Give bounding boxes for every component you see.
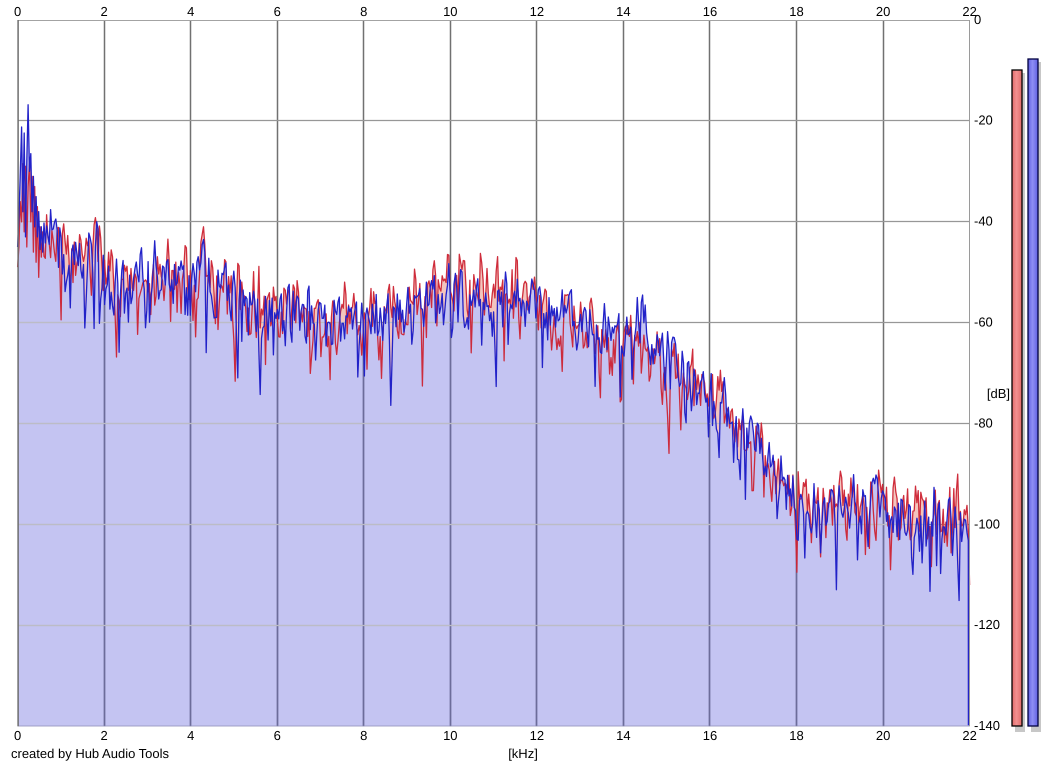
svg-text:-80: -80 xyxy=(974,415,993,430)
svg-text:12: 12 xyxy=(530,728,544,743)
svg-text:4: 4 xyxy=(187,728,194,743)
svg-text:2: 2 xyxy=(100,728,107,743)
svg-text:2: 2 xyxy=(100,4,107,19)
svg-text:-20: -20 xyxy=(974,113,993,128)
svg-text:14: 14 xyxy=(616,728,630,743)
svg-text:18: 18 xyxy=(789,4,803,19)
svg-text:-60: -60 xyxy=(974,315,993,330)
svg-text:14: 14 xyxy=(616,4,630,19)
svg-text:-100: -100 xyxy=(974,516,1000,531)
svg-text:22: 22 xyxy=(962,4,976,19)
svg-text:-40: -40 xyxy=(974,214,993,229)
svg-text:16: 16 xyxy=(703,728,717,743)
svg-text:[kHz]: [kHz] xyxy=(508,746,538,761)
svg-text:8: 8 xyxy=(360,4,367,19)
svg-text:[dB]: [dB] xyxy=(987,386,1010,401)
svg-text:10: 10 xyxy=(443,4,457,19)
svg-text:10: 10 xyxy=(443,728,457,743)
svg-text:20: 20 xyxy=(876,728,890,743)
svg-text:6: 6 xyxy=(274,728,281,743)
svg-text:created by Hub Audio Tools: created by Hub Audio Tools xyxy=(11,746,170,761)
svg-text:4: 4 xyxy=(187,4,194,19)
svg-text:0: 0 xyxy=(14,4,21,19)
svg-text:18: 18 xyxy=(789,728,803,743)
svg-text:8: 8 xyxy=(360,728,367,743)
svg-text:0: 0 xyxy=(14,728,21,743)
svg-text:20: 20 xyxy=(876,4,890,19)
svg-text:-120: -120 xyxy=(974,617,1000,632)
svg-text:22: 22 xyxy=(962,728,976,743)
svg-text:6: 6 xyxy=(274,4,281,19)
svg-text:12: 12 xyxy=(530,4,544,19)
svg-text:-140: -140 xyxy=(974,718,1000,733)
svg-text:16: 16 xyxy=(703,4,717,19)
svg-text:0: 0 xyxy=(974,12,981,27)
